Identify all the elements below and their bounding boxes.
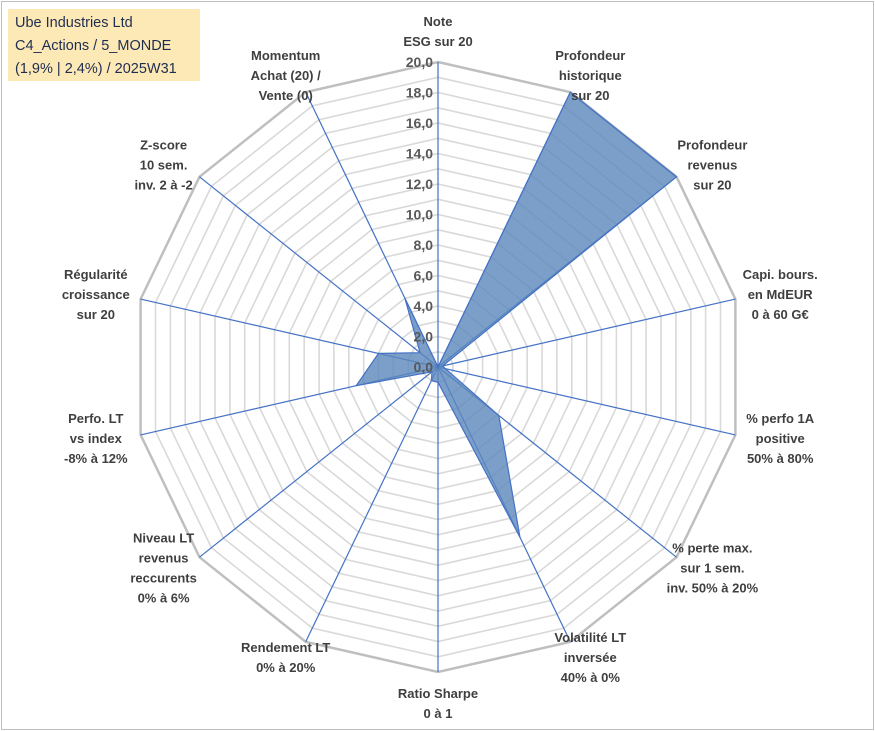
axis-label-line: sur 20: [571, 88, 609, 103]
series-layer: [354, 91, 678, 538]
axis-label-line: 0 à 60 G€: [752, 307, 809, 322]
axis-label: Z-score 10 sem. inv. 2 à -2: [134, 138, 192, 193]
tick-label: 18,0: [406, 85, 433, 101]
axis-label-line: 0 à 1: [424, 706, 453, 721]
axis-label-line: % perfo 1A: [746, 411, 815, 426]
tick-label: 10,0: [406, 207, 433, 223]
tick-label: 8,0: [414, 237, 434, 253]
axis-label-line: Rendement LT: [241, 640, 330, 655]
axis-label-line: croissance: [62, 287, 130, 302]
axis-label-line: ESG sur 20: [403, 34, 472, 49]
axis-label: Niveau LT revenus reccurents 0% à 6%: [130, 530, 196, 605]
axis-label: Profondeur revenus sur 20: [677, 138, 747, 193]
axis-label-line: Capi. bours.: [743, 267, 818, 282]
axis-label-line: vs index: [70, 431, 123, 446]
category-line: C4_Actions / 5_MONDE: [15, 38, 172, 54]
axis-label: % perte max. sur 1 sem. inv. 50% à 20%: [667, 540, 759, 595]
axis-label-line: Momentum: [251, 48, 320, 63]
axis-label-line: Perfo. LT: [68, 411, 123, 426]
axis-spoke: [199, 176, 439, 368]
axis-label: Ratio Sharpe 0 à 1: [398, 686, 478, 721]
axis-label: Note ESG sur 20: [403, 14, 472, 49]
axis-label-line: -8% à 12%: [64, 451, 128, 466]
axis-label-line: 0% à 6%: [138, 590, 190, 605]
axis-label-line: inv. 2 à -2: [134, 178, 192, 193]
axis-label-line: Achat (20) /: [251, 68, 321, 83]
axis-label: Volatilité LT inversée 40% à 0%: [554, 630, 626, 685]
axis-label-line: sur 1 sem.: [680, 560, 744, 575]
axis-label-line: Profondeur: [555, 48, 625, 63]
axis-label-line: Z-score: [140, 138, 187, 153]
axis-label-line: 10 sem.: [140, 158, 188, 173]
axis-label-line: Volatilité LT: [554, 630, 626, 645]
axis-label: Profondeur historique sur 20: [555, 48, 625, 103]
axis-label-line: 40% à 0%: [561, 670, 621, 685]
axis-label-line: sur 20: [693, 178, 731, 193]
rate-week-line: (1,9% | 2,4%) / 2025W31: [15, 61, 177, 77]
axis-label-line: Note: [424, 14, 453, 29]
series-area: [354, 91, 678, 538]
axis-label: Régularité croissance sur 20: [62, 267, 130, 322]
axis-label-line: historique: [559, 68, 622, 83]
axis-spoke: [305, 366, 439, 643]
tick-label: 16,0: [406, 115, 433, 131]
axis-label-line: inv. 50% à 20%: [667, 580, 759, 595]
axis-label-line: Vente (0): [259, 88, 313, 103]
axis-label-line: sur 20: [77, 307, 115, 322]
label-layer: Note ESG sur 20 Profondeur historique sur 20…: [62, 14, 818, 721]
tick-label: 4,0: [414, 298, 434, 314]
tick-label: 6,0: [414, 268, 434, 284]
axis-label-line: Ratio Sharpe: [398, 686, 478, 701]
axis-label-line: reccurents: [130, 570, 196, 585]
tick-label: 20,0: [406, 54, 433, 70]
axis-label-line: revenus: [139, 550, 189, 565]
title-box: Ube Industries Ltd C4_Actions / 5_MONDE …: [8, 9, 200, 81]
axis-spoke: [199, 366, 439, 558]
axis-spoke: [437, 366, 736, 436]
axis-label: Capi. bours. en MdEUR 0 à 60 G€: [743, 267, 818, 322]
axis-label: Momentum Achat (20) / Vente (0): [251, 48, 321, 103]
tick-layer: 0,0 2,0 4,0 6,0 8,0 10,0 12,0 14,0 16,0 18,0 20,0: [406, 54, 433, 375]
axis-spoke: [437, 298, 736, 368]
axis-label-line: Profondeur: [677, 138, 747, 153]
axis-label-line: 0% à 20%: [256, 660, 316, 675]
tick-label: 0,0: [414, 359, 434, 375]
tick-label: 2,0: [414, 329, 434, 345]
axis-label-line: % perte max.: [672, 540, 752, 555]
axis-label-line: Régularité: [64, 267, 128, 282]
axis-label-line: Niveau LT: [133, 530, 194, 545]
axis-label-line: revenus: [687, 158, 737, 173]
company-name: Ube Industries Ltd: [15, 15, 133, 31]
axis-label: Perfo. LT vs index -8% à 12%: [64, 411, 128, 466]
axis-label-line: inversée: [564, 650, 617, 665]
axis-label: % perfo 1A positive 50% à 80%: [746, 411, 815, 466]
tick-label: 12,0: [406, 176, 433, 192]
axis-label-line: positive: [756, 431, 805, 446]
axis-label: Rendement LT 0% à 20%: [241, 640, 330, 675]
axis-label-line: en MdEUR: [748, 287, 814, 302]
tick-label: 14,0: [406, 146, 433, 162]
axis-label-line: 50% à 80%: [747, 451, 814, 466]
